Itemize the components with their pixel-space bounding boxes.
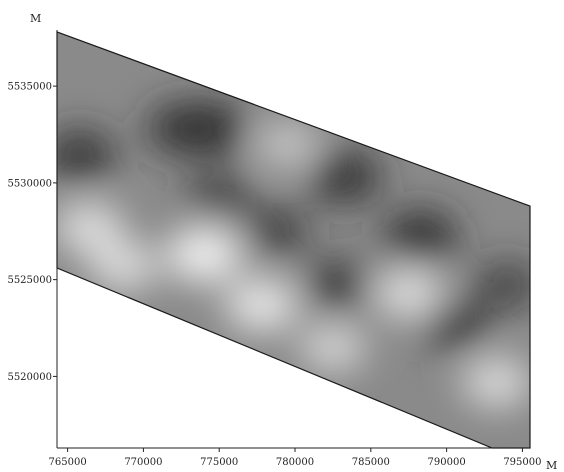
x-tick-label: 780000 [276, 457, 314, 468]
axes: 5535000 5530000 5525000 5520000 765000 77000… [7, 30, 542, 468]
anomaly-dark-7 [383, 209, 458, 265]
map-field [57, 31, 530, 449]
anomaly-light-11 [57, 201, 124, 253]
anomaly-light-17 [255, 121, 319, 167]
y-tick-label: 5525000 [7, 275, 52, 286]
x-tick-label: 765000 [49, 457, 87, 468]
x-tick-label: 785000 [352, 457, 390, 468]
anomaly-dark-0 [57, 129, 116, 183]
y-tick-label: 5535000 [7, 82, 52, 93]
anomaly-light-12 [89, 240, 159, 292]
x-unit-label: M [546, 459, 557, 472]
anomaly-dark-2 [171, 101, 246, 156]
anomaly-light-15 [373, 267, 444, 319]
anomaly-dark-5 [241, 206, 310, 257]
anomaly-dark-4 [308, 150, 382, 204]
y-ticks: 5535000 5530000 5525000 5520000 [7, 82, 57, 383]
anomaly-dark-3 [185, 172, 253, 221]
anomaly-light-10 [166, 226, 243, 283]
x-tick-label: 790000 [428, 457, 466, 468]
y-tick-label: 5520000 [7, 372, 52, 383]
anomaly-dark-6 [302, 259, 373, 311]
y-tick-label: 5530000 [7, 178, 52, 189]
anomaly-layer [57, 101, 530, 408]
x-ticks: 765000 770000 775000 780000 785000 790000 7950… [49, 448, 542, 468]
anomaly-light-13 [225, 278, 299, 332]
x-tick-label: 795000 [503, 457, 541, 468]
x-tick-label: 775000 [200, 457, 238, 468]
anomaly-light-16 [462, 357, 530, 408]
anomaly-dark-9 [473, 261, 530, 310]
anomaly-dark-8 [418, 298, 490, 351]
y-unit-label: M [30, 12, 41, 25]
anomaly-light-14 [299, 323, 367, 372]
x-tick-label: 770000 [124, 457, 162, 468]
